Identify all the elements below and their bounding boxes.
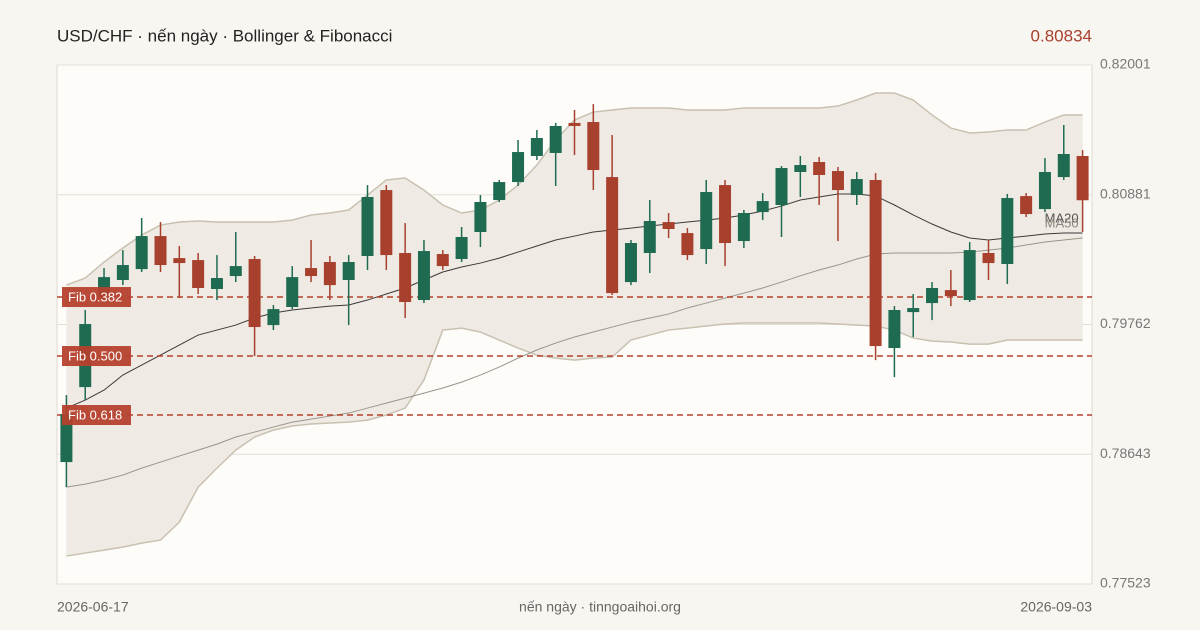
fib-label-bg xyxy=(62,287,131,308)
candle-body xyxy=(192,260,205,288)
bollinger-lower xyxy=(66,322,1083,557)
candle-body xyxy=(681,233,694,256)
x-tick-label: 2026-09-03 xyxy=(1020,599,1092,615)
y-tick-label: 0.78643 xyxy=(1100,445,1151,461)
ma-label: MA20 xyxy=(1045,210,1079,225)
candle-body xyxy=(624,243,637,283)
candle-body xyxy=(1057,154,1070,178)
candle-body xyxy=(606,177,619,294)
candle-body xyxy=(305,268,318,277)
candle-body xyxy=(1020,196,1033,215)
candle-body xyxy=(173,258,186,264)
candle-body xyxy=(700,192,713,250)
candle-body xyxy=(116,265,129,280)
ma-line xyxy=(66,193,1083,409)
candle-body xyxy=(248,259,261,328)
candle-body xyxy=(512,152,525,183)
fib-label: Fib 0.618 xyxy=(68,407,122,422)
candle-body xyxy=(926,287,939,304)
candle-body xyxy=(154,236,167,266)
candle-body xyxy=(60,414,73,463)
candle-body xyxy=(436,254,449,267)
candle-body xyxy=(380,190,393,256)
candle-body xyxy=(267,309,280,326)
candle-body xyxy=(455,236,468,260)
ma-line xyxy=(66,237,1083,488)
candle-body xyxy=(907,308,920,313)
candle-body xyxy=(869,179,882,347)
candle-body xyxy=(775,168,788,206)
candle-body xyxy=(210,278,223,290)
candle-body xyxy=(493,182,506,201)
fib-label: Fib 0.500 xyxy=(68,348,122,363)
candle-body xyxy=(982,252,995,264)
fib-label-bg xyxy=(62,346,131,367)
bollinger-fill xyxy=(66,93,1083,557)
x-tick-label: 2026-06-17 xyxy=(57,599,129,615)
candle-body xyxy=(756,201,769,213)
candle-body xyxy=(831,171,844,191)
candle-body xyxy=(323,262,336,286)
y-tick-label: 0.82001 xyxy=(1100,56,1151,72)
candle-body xyxy=(229,266,242,277)
candle-body xyxy=(361,197,374,257)
candle-body xyxy=(1038,171,1051,210)
candle-body xyxy=(813,162,826,175)
y-tick-label: 0.80881 xyxy=(1100,186,1151,202)
candle-body xyxy=(963,250,976,301)
chart-title: USD/CHF · nến ngày · Bollinger & Fibonac… xyxy=(57,26,392,45)
candle-body xyxy=(568,122,581,126)
candle-body xyxy=(549,125,562,153)
y-tick-label: 0.79762 xyxy=(1100,315,1151,331)
fib-label-bg xyxy=(62,405,131,426)
candle-body xyxy=(286,277,299,307)
y-tick-label: 0.77523 xyxy=(1100,575,1151,591)
candle-body xyxy=(530,138,543,156)
caption: nến ngày · tinngoaihoi.org xyxy=(519,599,681,615)
candle-body xyxy=(1076,155,1089,201)
candle-body xyxy=(944,290,957,297)
candle-body xyxy=(474,201,487,233)
candle-body xyxy=(1001,198,1014,265)
candle-body xyxy=(643,221,656,253)
candle-body xyxy=(342,262,355,280)
candle-body xyxy=(135,236,148,270)
last-price: 0.80834 xyxy=(1031,26,1092,45)
candle-body xyxy=(662,222,675,229)
candle-body xyxy=(850,179,863,196)
candle-body xyxy=(794,165,807,172)
candle-body xyxy=(737,213,750,242)
candle-body xyxy=(587,122,600,171)
candle-body xyxy=(719,185,732,244)
candle-body xyxy=(399,252,412,303)
ma-label: MA50 xyxy=(1045,215,1079,230)
candle-body xyxy=(888,310,901,349)
fib-label: Fib 0.382 xyxy=(68,289,122,304)
candle-body xyxy=(417,251,430,301)
